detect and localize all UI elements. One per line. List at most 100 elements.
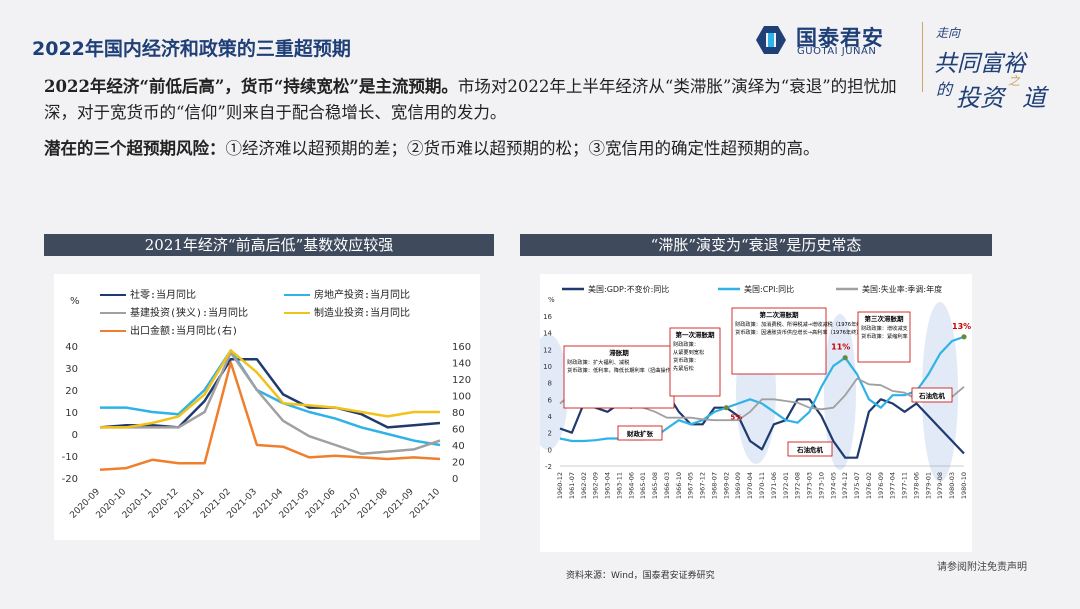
- y-tick-label-right: 20: [452, 458, 465, 469]
- risk-paragraph: 潜在的三个超预期风险：①经济难以超预期的差；②货币难以超预期的松；③宽信用的确定…: [44, 136, 924, 162]
- series-line: [100, 349, 440, 429]
- annotation-box-line: 财政政策：加消费税、所得税减→增收减税（1976年终）: [735, 320, 867, 328]
- annotation-box-title: 第三次滞胀期: [865, 314, 905, 323]
- y-tick-label-right: 100: [452, 392, 471, 403]
- x-tick-label: 1963-11: [615, 472, 623, 499]
- x-tick-label: 1966-03: [663, 472, 671, 499]
- series-line: [99, 361, 441, 472]
- x-tick-label: 1978-06: [912, 472, 920, 499]
- annotation-box-line: 货币政策：因通胀货币供应增长→高利率（1976年终）: [735, 328, 862, 336]
- x-tick-label: 1962-09: [592, 472, 600, 499]
- slogan-part: 共同富裕: [934, 51, 1026, 77]
- x-tick-label: 1970-11: [758, 472, 766, 499]
- y-tick-label-left: -10: [62, 452, 78, 463]
- y-axis-unit: %: [548, 296, 555, 304]
- annotation-box-title: 第二次滞胀期: [760, 310, 800, 319]
- annotation-box-line: 货币政策：紧缩利率: [861, 332, 908, 340]
- x-tick-label: 1975-07: [853, 472, 861, 499]
- legend-label: 美国:CPI:同比: [744, 284, 794, 294]
- x-tick-label: 1972-08: [794, 472, 802, 499]
- right-line-chart: 美国:GDP:不变价:同比 美国:CPI:同比 美国:失业率:季调:年度% 16 14 1…: [540, 284, 971, 499]
- series-line: [99, 357, 441, 429]
- logo-text-en: GUOTAI JUNAN: [797, 46, 877, 57]
- x-tick-label: 1968-07: [710, 472, 718, 499]
- y-tick-label-right: 0: [452, 474, 458, 485]
- x-tick-label: 1973-10: [817, 472, 825, 499]
- right-chart-banner: “滞胀”演变为“衰退”是历史常态: [520, 234, 992, 256]
- legend-item: 社零:当月同比: [100, 286, 196, 301]
- intro-rest: 市场对2022年上半年经济从“类滞胀”演绎为“衰退”的担忧加深，对于宽货币的“信…: [44, 77, 897, 122]
- y-tick-label-left: -20: [62, 474, 78, 485]
- x-tick-label: 1970-04: [746, 472, 754, 499]
- event-tag-label: 石油危机: [918, 391, 946, 400]
- x-tick-label: 1976-09: [877, 472, 885, 499]
- cpi-peak-marker: [723, 405, 729, 411]
- logo-divider: [922, 22, 923, 92]
- annotation-box-line: 从紧要到宽松: [673, 348, 704, 356]
- y-tick-label: 12: [543, 346, 552, 354]
- x-tick-label: 1977-11: [901, 472, 909, 499]
- x-tick-label: 1974-05: [829, 472, 837, 499]
- slogan: 走向 共同富裕 的 投资 之 道: [932, 16, 1067, 116]
- x-tick-label: 1962-02: [580, 472, 588, 499]
- legend-item: 基建投资(狭义):当月同比: [100, 304, 248, 319]
- y-tick-label: -2: [545, 463, 552, 471]
- annotation-box: [731, 307, 827, 375]
- x-tick-label: 1967-12: [699, 472, 707, 499]
- slogan-part: 的: [936, 80, 953, 99]
- annotation-box-line: 先紧后松: [673, 364, 694, 372]
- y-axis-unit: %: [70, 296, 80, 307]
- y-tick-label: 2: [548, 430, 552, 438]
- y-tick-label: 0: [548, 446, 552, 454]
- annotation-box-line: 货币政策：: [673, 356, 699, 364]
- y-tick-label-left: 0: [72, 430, 78, 441]
- page-title: 2022年国内经济和政策的三重超预期: [32, 38, 351, 60]
- x-tick-label: 1966-10: [675, 472, 683, 499]
- x-tick-label: 1967-05: [687, 472, 695, 499]
- x-tick-label: 1964-06: [627, 472, 635, 499]
- risk-bold: 潜在的三个超预期风险：: [44, 139, 226, 158]
- legend-item: 制造业投资:当月同比: [284, 304, 410, 319]
- logo-text-cn: 国泰君安: [796, 26, 884, 50]
- y-tick-label-right: 80: [452, 408, 465, 419]
- stagflation-period-highlight: [824, 314, 856, 470]
- x-tick-label: 1971-06: [770, 472, 778, 499]
- x-tick-label: 1969-09: [734, 472, 742, 499]
- y-tick-label-left: 20: [65, 386, 78, 397]
- annotation-box-line: 财政政策：扩大福利、减税: [567, 358, 630, 366]
- x-tick-label: 1961-07: [568, 472, 576, 499]
- left-line-chart: %403020100-10-20160140120100806040200202…: [62, 296, 471, 521]
- pct-label: 13%: [952, 322, 971, 331]
- x-tick-label: 1979-08: [936, 472, 944, 499]
- annotation-box-line: 财政政策：增收减支: [861, 324, 908, 332]
- x-tick-label: 1974-12: [841, 472, 849, 499]
- y-tick-label: 14: [543, 330, 552, 338]
- event-tag-label: 财政扩张: [627, 429, 654, 438]
- risk-rest: ①经济难以超预期的差；②货币难以超预期的松；③宽信用的确定性超预期的高。: [225, 139, 820, 158]
- legend-item: 房地产投资:当月同比: [284, 286, 410, 301]
- y-tick-label-left: 30: [65, 364, 78, 375]
- slogan-part: 走向: [936, 26, 961, 40]
- intro-paragraph: 2022年经济“前低后高”，货币“持续宽松”是主流预期。市场对2022年上半年经…: [44, 74, 924, 126]
- y-tick-label-right: 40: [452, 441, 465, 452]
- event-tag: [911, 387, 953, 403]
- pct-label: 5%: [730, 414, 742, 422]
- legend-label: 美国:GDP:不变价:同比: [588, 284, 669, 294]
- x-tick-label: 1980-10: [960, 472, 968, 499]
- y-tick-label-left: 10: [65, 408, 78, 419]
- left-chart-panel: 社零:当月同比 房地产投资:当月同比 基建投资(狭义):当月同比 制造业投资:当…: [54, 274, 480, 540]
- x-tick-label: 1960-12: [556, 472, 564, 499]
- x-tick-label: 1972-01: [782, 472, 790, 499]
- slogan-part: 投资: [956, 84, 1004, 112]
- stagflation-period-highlight: [540, 334, 568, 450]
- annotation-box-title: 第一次滞胀期: [676, 330, 716, 339]
- x-tick-label: 1980-03: [948, 472, 956, 499]
- event-tag-label: 石油危机: [796, 445, 824, 454]
- y-tick-label: 6: [548, 396, 553, 404]
- series-line: [100, 351, 441, 456]
- y-tick-label-right: 160: [452, 342, 471, 353]
- annotation-box: [669, 327, 721, 397]
- annotation-box-title: 滞胀期: [609, 348, 629, 357]
- y-tick-label: 16: [543, 313, 552, 321]
- y-tick-label: 10: [543, 363, 552, 371]
